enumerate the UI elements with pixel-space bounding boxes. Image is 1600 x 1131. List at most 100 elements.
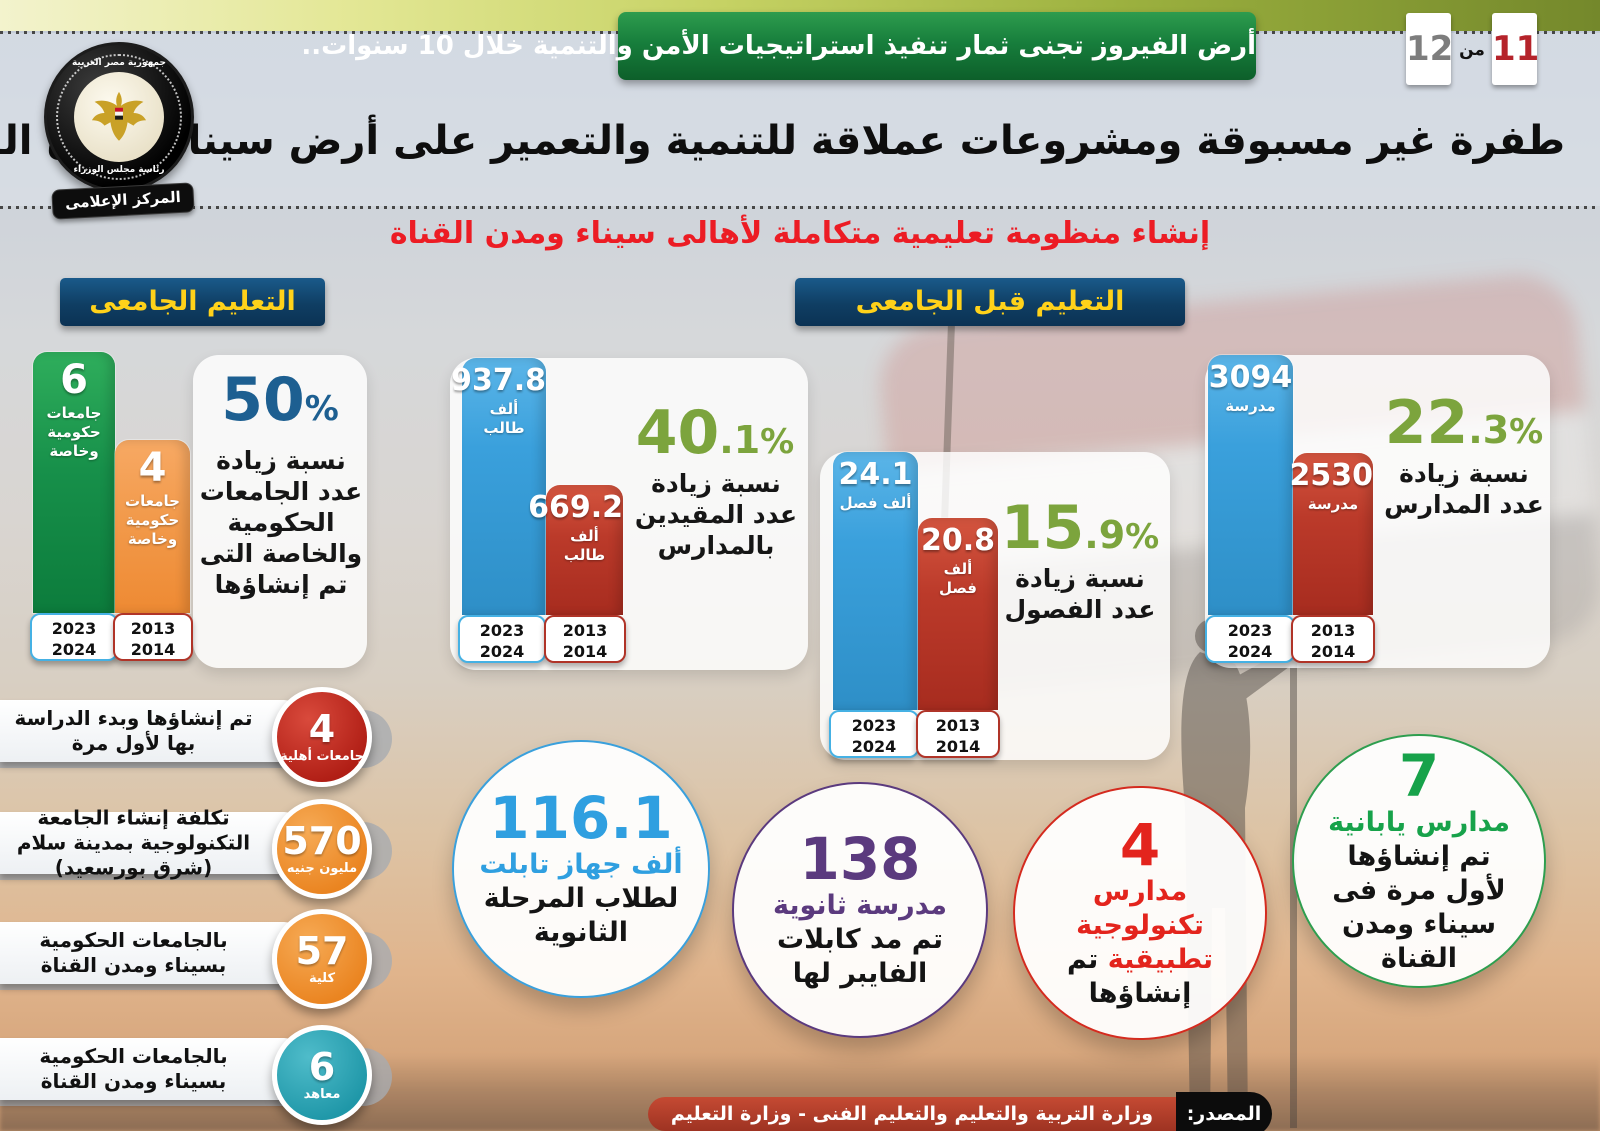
- year-top: 2023: [851, 716, 897, 735]
- bar-value: 24.1: [838, 457, 913, 492]
- year-bottom: 2024: [1227, 642, 1273, 661]
- year-top: 2023: [1227, 621, 1273, 640]
- stat-value: 6: [308, 1045, 336, 1089]
- page-current-badge: 11: [1492, 13, 1539, 85]
- chart-caption: نسبة زيادة عدد المقيدين بالمدارس: [634, 469, 798, 560]
- bar-value: 4: [138, 445, 167, 491]
- year-top: 2013: [130, 619, 176, 638]
- year-label-2013-2014: 2013 2014: [1291, 615, 1375, 663]
- year-label-2013-2014: 2013 2014: [113, 613, 193, 661]
- dotted-divider-middle: [0, 206, 1600, 209]
- year-bottom: 2014: [130, 640, 176, 659]
- chart-schools: 3094 مدرسة 2530 مدرسة 2023 2024 2013 201…: [1200, 350, 1555, 680]
- highlight-circle-tech-schools: 4 مدارس تكنولوجية تطبيقية تم إنشاؤها: [1013, 786, 1267, 1040]
- bar-students-2023: 937.8 ألف طالب: [451, 358, 546, 615]
- stat-badge: 4 جامعات أهلية: [272, 687, 372, 787]
- year-bottom: 2014: [935, 737, 981, 756]
- bar-unit: مدرسة: [1307, 495, 1359, 513]
- highlight-value: 4: [1119, 811, 1161, 879]
- bar-unit: ألف طالب: [483, 400, 525, 437]
- year-top: 2013: [1310, 621, 1356, 640]
- increase-percent: 22.3%: [1384, 388, 1544, 458]
- logo-eagle-badge: [74, 72, 164, 162]
- bar-value: 669.2: [528, 490, 623, 525]
- year-top: 2023: [479, 621, 525, 640]
- page-title: طفرة غير مسبوقة ومشروعات عملاقة للتنمية …: [0, 118, 1565, 164]
- bar-universities-2023: 6 جامعات حكومية وخاصة: [33, 352, 115, 613]
- bar-unit: جامعات حكومية وخاصة: [125, 492, 180, 548]
- stat-text: بالجامعات الحكومية بسيناء ومدن القناة: [39, 1044, 228, 1093]
- stat-row-pill: تم إنشاؤها وبدء الدراسة بها لأول مرة: [0, 700, 302, 762]
- year-bottom: 2014: [562, 642, 608, 661]
- stat-text: بالجامعات الحكومية بسيناء ومدن القناة: [39, 928, 228, 977]
- stat-unit: كلية: [308, 971, 336, 986]
- source-text-bar: وزارة التربية والتعليم والتعليم الفنى - …: [648, 1097, 1176, 1131]
- year-label-2023-2024: 2023 2024: [30, 613, 118, 661]
- year-top: 2013: [935, 716, 981, 735]
- highlight-circle-tablets: 116.1 ألف جهاز تابلت لطلاب المرحلة الثان…: [452, 740, 710, 998]
- highlight-value: 138: [799, 825, 921, 893]
- increase-percent: 40.1%: [635, 398, 795, 468]
- stat-badge: 570 مليون جنيه: [272, 799, 372, 899]
- logo-ribbon: المركز الإعلامى: [51, 182, 195, 220]
- bar-universities-2013: 4 جامعات حكومية وخاصة: [115, 440, 190, 613]
- section-header-pre-university: التعليم قبل الجامعى: [795, 278, 1185, 326]
- year-bottom: 2024: [51, 640, 97, 659]
- stat-value: 4: [308, 707, 336, 751]
- increase-percent: 15.9%: [1000, 493, 1160, 563]
- bar-value: 3094: [1208, 360, 1293, 395]
- stat-row-pill: بالجامعات الحكومية بسيناء ومدن القناة: [0, 922, 302, 984]
- highlight-text: مدارس تكنولوجية تطبيقية تم إنشاؤها: [1066, 876, 1214, 1009]
- bar-value: 937.8: [451, 363, 546, 398]
- stat-unit: معاهد: [303, 1087, 341, 1102]
- highlight-circle-fiber-schools: 138 مدرسة ثانوية تم مد كابلات الفايبر له…: [732, 782, 988, 1038]
- chart-caption: نسبة زيادة عدد الجامعات الحكومية والخاصة…: [199, 446, 363, 599]
- chart-panel: [193, 355, 367, 668]
- stat-text: تم إنشاؤها وبدء الدراسة بها لأول مرة: [14, 706, 253, 755]
- stat-text: تكلفة إنشاء الجامعة التكنولوجية بمدينة س…: [16, 805, 251, 880]
- stat-row-tech-university-cost: تكلفة إنشاء الجامعة التكنولوجية بمدينة س…: [0, 799, 400, 899]
- bar-unit: ألف طالب: [563, 527, 606, 564]
- bar-students-2013: 669.2 ألف طالب: [528, 485, 623, 615]
- stat-row-private-universities: تم إنشاؤها وبدء الدراسة بها لأول مرة 4 ج…: [0, 687, 400, 787]
- bar-schools-2013: 2530 مدرسة: [1289, 453, 1374, 615]
- bar-classes-2013: 20.8 ألف فصل: [918, 518, 998, 710]
- increase-percent: 50%: [221, 365, 339, 435]
- year-label-2023-2024: 2023 2024: [1205, 615, 1295, 663]
- eagle-icon: [91, 91, 147, 141]
- highlight-value: 7: [1398, 742, 1440, 810]
- stat-row-pill: بالجامعات الحكومية بسيناء ومدن القناة: [0, 1038, 302, 1100]
- source-label: المصدر:: [1176, 1092, 1272, 1131]
- chart-universities: 6 جامعات حكومية وخاصة 4 جامعات حكومية وخ…: [30, 350, 375, 680]
- highlight-text: ألف جهاز تابلت لطلاب المرحلة الثانوية: [479, 849, 683, 948]
- chart-caption: نسبة زيادة عدد الفصول: [1004, 564, 1156, 624]
- year-label-2023-2024: 2023 2024: [458, 615, 546, 663]
- logo-cabinet-label: رئاسة مجلس الوزراء: [73, 165, 165, 175]
- chart-classes: 24.1 ألف فصل 20.8 ألف فصل 2023 2024 2013…: [815, 445, 1175, 770]
- page-total-badge: 12: [1406, 13, 1453, 85]
- stat-row-faculties: بالجامعات الحكومية بسيناء ومدن القناة 57…: [0, 909, 400, 1009]
- stat-row-pill: تكلفة إنشاء الجامعة التكنولوجية بمدينة س…: [0, 806, 302, 880]
- year-bottom: 2014: [1310, 642, 1356, 661]
- stat-unit: جامعات أهلية: [279, 749, 365, 764]
- bar-schools-2023: 3094 مدرسة: [1208, 355, 1293, 615]
- section-header-university: التعليم الجامعى: [60, 278, 325, 326]
- stat-row-institutes: بالجامعات الحكومية بسيناء ومدن القناة 6 …: [0, 1025, 400, 1125]
- page-subtitle: إنشاء منظومة تعليمية متكاملة لأهالى سينا…: [389, 216, 1211, 251]
- highlight-value: 116.1: [489, 784, 673, 852]
- bar-value: 2530: [1289, 458, 1374, 493]
- highlight-text: مدرسة ثانوية تم مد كابلات الفايبر لها: [772, 890, 948, 989]
- bar-unit: ألف فصل: [839, 494, 912, 512]
- year-label-2013-2014: 2013 2014: [916, 710, 1000, 758]
- highlight-text: مدارس يابانية تم إنشاؤها لأول مرة فى سين…: [1328, 807, 1510, 974]
- bar-value: 20.8: [920, 523, 996, 558]
- year-bottom: 2024: [851, 737, 897, 756]
- bar-classes-2023: 24.1 ألف فصل: [833, 452, 918, 710]
- year-top: 2023: [51, 619, 97, 638]
- stat-badge: 6 معاهد: [272, 1025, 372, 1125]
- top-banner: أرض الفيروز تجنى ثمار تنفيذ استراتيجيات …: [301, 12, 1256, 80]
- stat-value: 570: [282, 819, 362, 863]
- year-bottom: 2024: [479, 642, 525, 661]
- gov-logo: جمهورية مصر العربية رئاسة مجلس الوزراء ا…: [40, 36, 206, 220]
